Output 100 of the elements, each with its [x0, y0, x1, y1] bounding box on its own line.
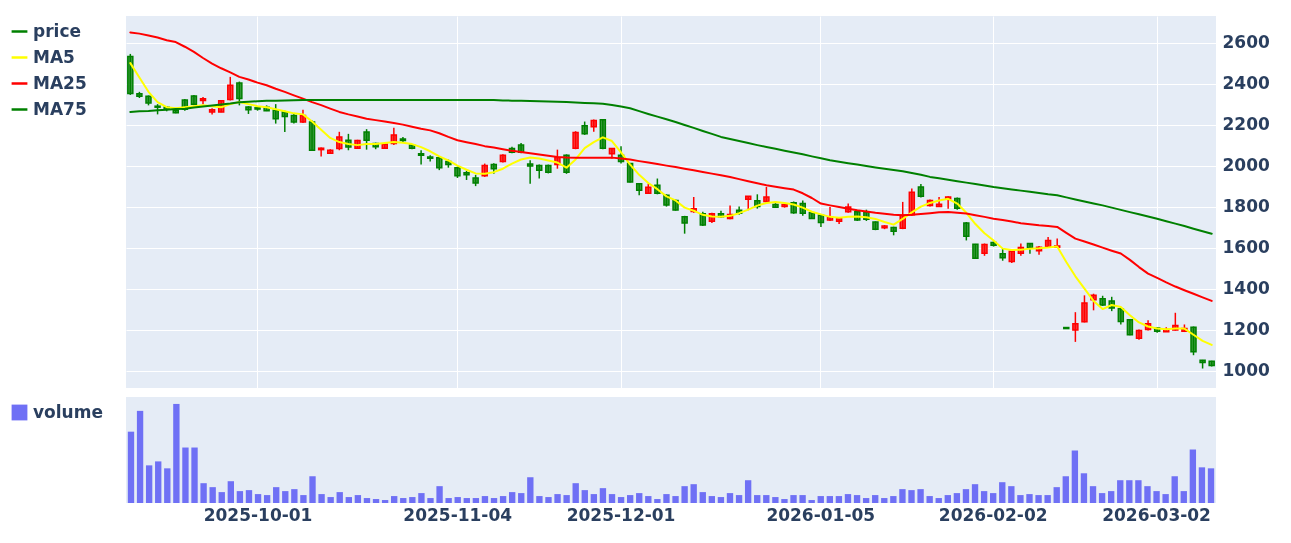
y-tick-label: 1800: [1222, 196, 1270, 217]
bar: [808, 500, 815, 503]
bar: [853, 495, 861, 503]
bar: [1035, 495, 1042, 503]
bar: [155, 461, 162, 503]
bar: [200, 483, 207, 503]
bar: [445, 498, 452, 503]
bar: [1108, 491, 1115, 503]
bar: [1126, 480, 1133, 503]
y-tick-label: 2400: [1222, 73, 1270, 94]
bar: [372, 499, 380, 503]
candlestick: [317, 146, 325, 158]
bar: [1071, 450, 1079, 503]
bar: [1008, 486, 1015, 503]
legend-label: MA5: [33, 46, 75, 67]
bar: [127, 431, 135, 503]
bar: [862, 498, 870, 503]
bar: [209, 487, 216, 503]
bar: [599, 488, 607, 503]
x-tick-label: 2026-02-02: [938, 504, 1048, 525]
bar: [799, 495, 806, 503]
candlestick: [1072, 311, 1079, 343]
legend-label: MA25: [33, 72, 87, 93]
bar: [944, 495, 951, 503]
bar: [318, 494, 325, 503]
bar: [273, 487, 280, 503]
bar: [1017, 495, 1024, 503]
bar: [962, 489, 970, 503]
y-tick-label: 1000: [1222, 360, 1270, 381]
bar: [1080, 473, 1088, 503]
bar: [872, 495, 879, 503]
bar: [654, 499, 661, 503]
bar: [509, 492, 516, 503]
x-tick-label: 2025-12-01: [566, 504, 676, 525]
bar: [427, 498, 434, 503]
legend-label: price: [33, 20, 81, 41]
bar: [145, 465, 153, 503]
y-tick-label: 1600: [1222, 237, 1270, 258]
bar: [636, 493, 643, 503]
bar: [790, 495, 797, 503]
bar: [563, 495, 570, 503]
bar: [1026, 494, 1033, 503]
bar: [227, 481, 234, 503]
bar: [980, 491, 988, 503]
y-tick-label: 2600: [1222, 32, 1270, 53]
bar: [926, 496, 933, 503]
bar: [681, 486, 688, 503]
bar: [1189, 449, 1197, 503]
bar: [300, 495, 307, 503]
bar: [1144, 486, 1151, 503]
legend-label: volume: [33, 401, 103, 422]
bar: [418, 493, 425, 503]
y-tick-label: 2000: [1222, 155, 1270, 176]
x-tick-label: 2025-11-04: [403, 504, 513, 525]
bar: [935, 498, 942, 503]
bar: [1207, 468, 1215, 503]
bar: [1153, 491, 1160, 503]
bar: [1117, 480, 1124, 503]
bar: [772, 497, 779, 503]
bar: [527, 477, 534, 503]
bar: [690, 484, 697, 503]
bar: [254, 494, 262, 503]
bar: [1135, 480, 1142, 503]
y-tick-label: 2200: [1222, 114, 1270, 135]
x-tick-label: 2025-10-01: [203, 504, 313, 525]
bar: [245, 490, 253, 503]
x-tick-label: 2026-03-02: [1102, 504, 1211, 525]
bar: [391, 496, 398, 503]
bar: [436, 486, 443, 503]
bar: [608, 494, 616, 503]
line-series: [129, 31, 1213, 302]
bar: [490, 498, 498, 503]
bar: [726, 493, 734, 503]
bar: [164, 468, 171, 503]
bar: [336, 492, 343, 503]
legend-label: MA75: [33, 98, 87, 119]
bar: [581, 490, 588, 503]
bar: [218, 492, 225, 503]
bar: [1180, 491, 1187, 503]
bar: [763, 495, 770, 503]
bar: [363, 498, 371, 503]
bar: [400, 498, 407, 503]
bar: [1162, 494, 1169, 503]
bar: [409, 497, 416, 503]
bar: [545, 497, 552, 503]
bar: [781, 499, 788, 503]
bar: [717, 497, 725, 503]
bar: [817, 496, 824, 503]
bar: [645, 496, 652, 503]
bar: [908, 490, 915, 503]
bar: [481, 496, 489, 503]
bar: [826, 496, 833, 503]
bar: [708, 496, 716, 503]
bar: [971, 484, 979, 503]
bar: [536, 496, 543, 503]
bar: [282, 491, 289, 503]
bar: [699, 492, 706, 503]
bar: [1053, 487, 1060, 503]
bar: [1089, 486, 1097, 503]
bar: [835, 496, 843, 503]
